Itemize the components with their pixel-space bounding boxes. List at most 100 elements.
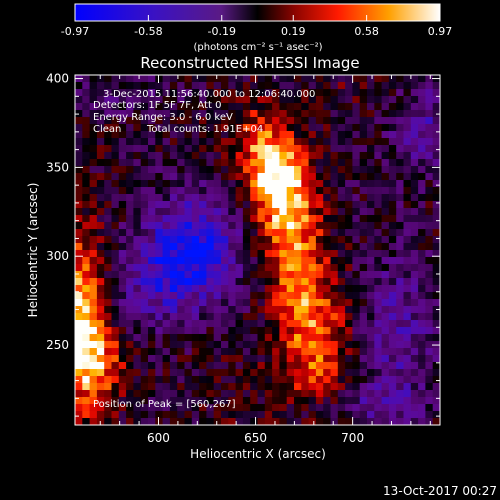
heatmap-cell bbox=[294, 152, 302, 160]
heatmap-cell bbox=[359, 278, 368, 286]
heatmap-cell bbox=[330, 194, 339, 202]
heatmap-cell bbox=[345, 397, 353, 405]
heatmap-cell bbox=[155, 215, 163, 223]
heatmap-cell bbox=[118, 180, 127, 188]
heatmap-cell bbox=[301, 397, 309, 405]
heatmap-cell bbox=[169, 131, 178, 139]
heatmap-cell bbox=[264, 201, 273, 209]
heatmap-cell bbox=[330, 145, 339, 153]
heatmap-cell bbox=[242, 327, 251, 335]
heatmap-cell bbox=[133, 208, 142, 216]
heatmap-cell bbox=[191, 110, 200, 118]
heatmap-cell bbox=[345, 215, 353, 223]
heatmap-cell bbox=[264, 82, 273, 90]
heatmap-cell bbox=[359, 320, 368, 328]
heatmap-cell bbox=[89, 194, 98, 202]
heatmap-cell bbox=[418, 257, 426, 265]
heatmap-cell bbox=[315, 411, 324, 419]
heatmap-cell bbox=[367, 222, 375, 230]
heatmap-cell bbox=[418, 369, 426, 377]
heatmap-cell bbox=[250, 313, 258, 321]
heatmap-cell bbox=[272, 82, 280, 90]
heatmap-cell bbox=[177, 236, 185, 244]
heatmap-cell bbox=[301, 390, 309, 398]
heatmap-cell bbox=[242, 334, 251, 342]
heatmap-cell bbox=[191, 187, 200, 195]
heatmap-cell bbox=[126, 285, 134, 293]
heatmap-cell bbox=[235, 397, 244, 405]
heatmap-cell bbox=[148, 397, 156, 405]
heatmap-cell bbox=[111, 411, 120, 419]
heatmap-cell bbox=[374, 397, 382, 405]
heatmap-cell bbox=[323, 320, 331, 328]
heatmap-cell bbox=[89, 166, 98, 174]
heatmap-cell bbox=[381, 159, 390, 167]
heatmap-cell bbox=[235, 418, 244, 426]
heatmap-cell bbox=[425, 82, 434, 90]
heatmap-cell bbox=[221, 362, 229, 370]
heatmap-cell bbox=[367, 285, 375, 293]
heatmap-cell bbox=[228, 243, 236, 251]
heatmap-cell bbox=[418, 250, 426, 258]
heatmap-cell bbox=[279, 411, 288, 419]
heatmap-cell bbox=[111, 383, 120, 391]
heatmap-cell bbox=[359, 292, 368, 300]
heatmap-cell bbox=[272, 138, 280, 146]
heatmap-cell bbox=[111, 348, 120, 356]
heatmap-cell bbox=[388, 173, 397, 181]
heatmap-cell bbox=[104, 166, 112, 174]
heatmap-cell bbox=[279, 117, 288, 125]
heatmap-cell bbox=[323, 369, 331, 377]
heatmap-cell bbox=[104, 208, 112, 216]
heatmap-cell bbox=[148, 362, 156, 370]
heatmap-cell bbox=[352, 208, 361, 216]
heatmap-cell bbox=[140, 306, 149, 314]
heatmap-cell bbox=[191, 117, 200, 125]
heatmap-cell bbox=[235, 103, 244, 111]
heatmap-cell bbox=[301, 411, 309, 419]
heatmap-cell bbox=[330, 201, 339, 209]
heatmap-cell bbox=[126, 229, 134, 237]
heatmap-cell bbox=[308, 243, 317, 251]
heatmap-cell bbox=[403, 152, 412, 160]
heatmap-cell bbox=[308, 117, 317, 125]
heatmap-cell bbox=[396, 187, 404, 195]
heatmap-cell bbox=[308, 369, 317, 377]
heatmap-cell bbox=[126, 103, 134, 111]
heatmap-cell bbox=[432, 131, 441, 139]
heatmap-cell bbox=[388, 327, 397, 335]
heatmap-cell bbox=[162, 257, 171, 265]
heatmap-cell bbox=[279, 75, 288, 83]
heatmap-cell bbox=[155, 82, 163, 90]
heatmap-cell bbox=[104, 180, 112, 188]
heatmap-cell bbox=[75, 215, 83, 223]
heatmap-cell bbox=[410, 383, 419, 391]
heatmap-cell bbox=[330, 278, 339, 286]
heatmap-cell bbox=[425, 292, 434, 300]
heatmap-cell bbox=[301, 257, 309, 265]
heatmap-cell bbox=[352, 166, 361, 174]
heatmap-cell bbox=[396, 229, 404, 237]
heatmap-cell bbox=[337, 348, 346, 356]
heatmap-cell bbox=[199, 404, 207, 412]
heatmap-cell bbox=[140, 278, 149, 286]
heatmap-cell bbox=[330, 299, 339, 307]
heatmap-cell bbox=[279, 313, 288, 321]
heatmap-cell bbox=[191, 208, 200, 216]
heatmap-cell bbox=[235, 390, 244, 398]
heatmap-cell bbox=[403, 376, 412, 384]
heatmap-cell bbox=[418, 362, 426, 370]
heatmap-cell bbox=[396, 369, 404, 377]
heatmap-cell bbox=[140, 152, 149, 160]
heatmap-cell bbox=[330, 103, 339, 111]
heatmap-cell bbox=[410, 292, 419, 300]
heatmap-cell bbox=[345, 194, 353, 202]
heatmap-cell bbox=[388, 229, 397, 237]
heatmap-cell bbox=[191, 236, 200, 244]
heatmap-cell bbox=[301, 236, 309, 244]
heatmap-cell bbox=[308, 362, 317, 370]
heatmap-cell bbox=[388, 362, 397, 370]
heatmap-cell bbox=[228, 215, 236, 223]
heatmap-cell bbox=[177, 89, 185, 97]
heatmap-cell bbox=[323, 271, 331, 279]
